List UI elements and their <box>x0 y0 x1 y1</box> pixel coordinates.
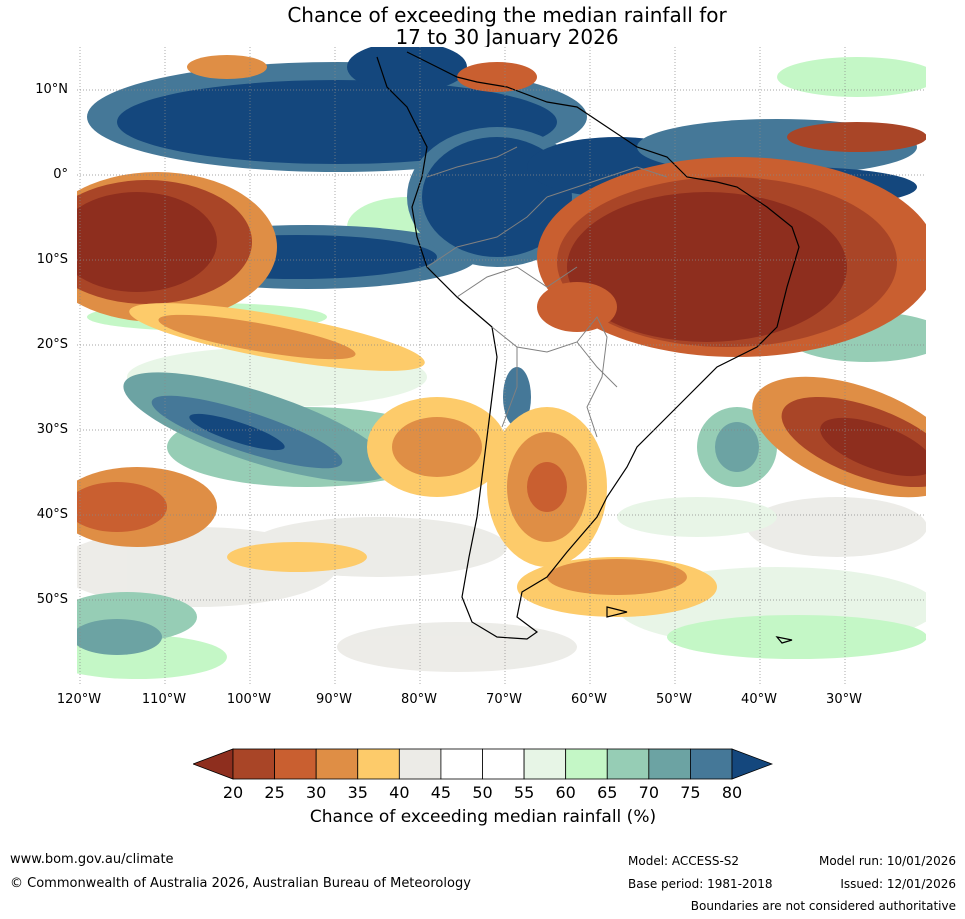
colorbar-swatch <box>274 748 317 780</box>
map-title: Chance of exceeding the median rainfall … <box>0 4 965 48</box>
colorbar-swatch <box>315 748 359 780</box>
lat-label-0: 0° <box>53 167 68 182</box>
lon-label-40w: 40°W <box>741 692 777 707</box>
lat-label-40s: 40°S <box>36 507 68 522</box>
colorbar-swatch <box>232 748 275 780</box>
lon-label-100w: 100°W <box>226 692 272 707</box>
lon-label-30w: 30°W <box>826 692 862 707</box>
colorbar-tick-label: 60 <box>555 783 576 802</box>
colorbar-tick-label: 40 <box>389 783 410 802</box>
colorbar <box>193 748 773 780</box>
colorbar-tick-label: 50 <box>472 783 493 802</box>
model-run: Model run: 10/01/2026 <box>818 854 956 868</box>
colorbar-swatches <box>232 748 733 780</box>
colorbar-tick-label: 25 <box>264 783 285 802</box>
colorbar-label: Chance of exceeding median rainfall (%) <box>309 807 657 827</box>
lat-label-10s: 10°S <box>36 252 68 267</box>
colorbar-swatch <box>648 748 691 780</box>
colorbar-swatch <box>440 748 483 780</box>
colorbar-swatch <box>565 748 608 780</box>
lon-label-90w: 90°W <box>316 692 352 707</box>
website-link[interactable]: www.bom.gov.au/climate <box>10 852 174 867</box>
title-line-1: Chance of exceeding the median rainfall … <box>287 3 727 27</box>
colorbar-swatch <box>398 748 442 780</box>
lon-label-80w: 80°W <box>401 692 437 707</box>
colorbar-swatch <box>690 748 733 780</box>
lon-label-110w: 110°W <box>141 692 187 707</box>
lat-label-30s: 30°S <box>36 422 68 437</box>
colorbar-tick-label: 20 <box>222 783 244 802</box>
lat-label-50s: 50°S <box>36 592 68 607</box>
rainfall-map-svg <box>77 47 926 685</box>
colorbar-tick-label: 70 <box>638 783 659 802</box>
rainfall-map <box>77 47 926 685</box>
lon-label-50w: 50°W <box>656 692 692 707</box>
colorbar-swatch <box>357 748 400 780</box>
lat-label-20s: 20°S <box>36 337 68 352</box>
copyright: © Commonwealth of Australia 2026, Austra… <box>10 876 471 891</box>
colorbar-over-arrow <box>731 748 773 780</box>
colorbar-under-arrow <box>193 748 234 780</box>
model-name: Model: ACCESS-S2 <box>628 854 740 868</box>
colorbar-tick-label: 80 <box>721 783 743 802</box>
lon-label-60w: 60°W <box>571 692 607 707</box>
graticule <box>77 47 926 685</box>
colorbar-swatch <box>523 748 567 780</box>
lat-label-10n: 10°N <box>35 82 68 97</box>
coastlines <box>376 51 800 644</box>
disclaimer: Boundaries are not considered authoritat… <box>690 899 956 913</box>
issued-date: Issued: 12/01/2026 <box>840 877 956 891</box>
lon-label-120w: 120°W <box>56 692 102 707</box>
colorbar-tick-label: 30 <box>305 783 327 802</box>
colorbar-tick-label: 75 <box>680 783 701 802</box>
colorbar-tick-label: 35 <box>347 783 368 802</box>
lon-label-70w: 70°W <box>486 692 522 707</box>
base-period: Base period: 1981-2018 <box>628 877 773 891</box>
country-borders <box>426 146 668 438</box>
light-fields <box>77 347 926 672</box>
colorbar-tick-label: 55 <box>513 783 535 802</box>
title-line-2: 17 to 30 January 2026 <box>395 25 619 49</box>
colorbar-swatch <box>482 748 525 780</box>
colorbar-tick-label: 65 <box>597 783 618 802</box>
colorbar-tick-label: 45 <box>430 783 452 802</box>
dry-regions <box>77 55 926 617</box>
colorbar-swatch <box>606 748 650 780</box>
